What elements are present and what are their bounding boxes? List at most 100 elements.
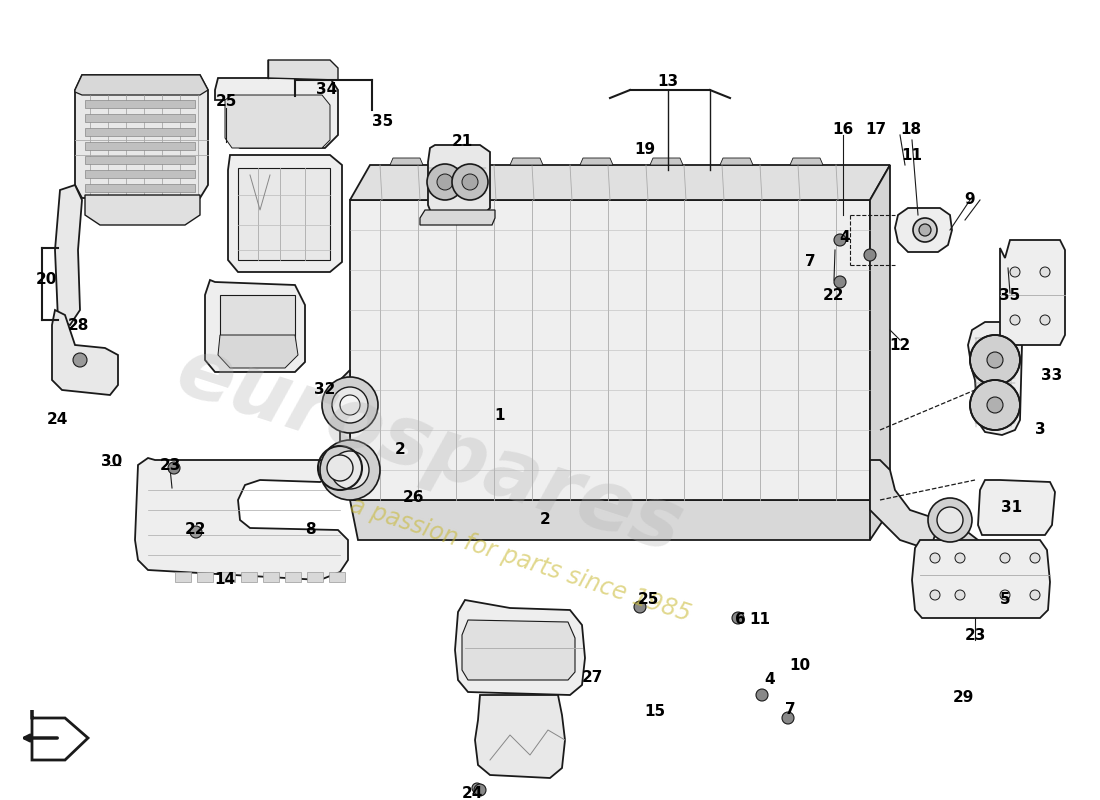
Polygon shape <box>241 572 257 582</box>
Polygon shape <box>218 335 298 368</box>
Polygon shape <box>226 95 330 148</box>
Text: 22: 22 <box>185 522 206 538</box>
Text: 34: 34 <box>317 82 338 98</box>
Circle shape <box>918 224 931 236</box>
Circle shape <box>634 601 646 613</box>
Text: 35: 35 <box>373 114 394 130</box>
Polygon shape <box>55 185 82 325</box>
Text: 9: 9 <box>965 193 976 207</box>
Text: 21: 21 <box>451 134 473 150</box>
Polygon shape <box>428 145 490 218</box>
Circle shape <box>1000 553 1010 563</box>
Polygon shape <box>75 75 208 95</box>
Circle shape <box>1040 315 1050 325</box>
Text: 3: 3 <box>1035 422 1045 438</box>
Circle shape <box>331 451 368 489</box>
Polygon shape <box>968 322 1022 435</box>
Polygon shape <box>329 572 345 582</box>
Text: a passion for parts since 1985: a passion for parts since 1985 <box>346 494 693 626</box>
Text: 23: 23 <box>965 627 986 642</box>
Circle shape <box>462 174 478 190</box>
Polygon shape <box>350 165 890 200</box>
Polygon shape <box>219 572 235 582</box>
Text: 28: 28 <box>67 318 89 333</box>
Polygon shape <box>85 156 195 164</box>
Polygon shape <box>85 114 195 122</box>
Text: 5: 5 <box>1000 593 1010 607</box>
Circle shape <box>913 218 937 242</box>
Polygon shape <box>268 60 338 80</box>
Polygon shape <box>307 572 323 582</box>
Circle shape <box>955 590 965 600</box>
Text: 6: 6 <box>735 613 746 627</box>
Circle shape <box>1010 315 1020 325</box>
Polygon shape <box>32 710 88 760</box>
Circle shape <box>427 164 463 200</box>
Text: 20: 20 <box>35 273 57 287</box>
Circle shape <box>190 526 202 538</box>
Circle shape <box>1010 267 1020 277</box>
Polygon shape <box>455 600 585 695</box>
Text: 29: 29 <box>953 690 974 705</box>
Text: 33: 33 <box>1042 367 1063 382</box>
Text: 15: 15 <box>645 705 665 719</box>
Polygon shape <box>790 158 823 165</box>
Polygon shape <box>870 460 940 550</box>
Circle shape <box>1000 590 1010 600</box>
Polygon shape <box>510 158 543 165</box>
Text: 18: 18 <box>901 122 922 138</box>
Polygon shape <box>650 158 683 165</box>
Circle shape <box>452 164 488 200</box>
Polygon shape <box>978 480 1055 535</box>
Polygon shape <box>197 572 213 582</box>
Polygon shape <box>205 280 305 372</box>
Text: 7: 7 <box>784 702 795 718</box>
Text: 22: 22 <box>823 287 845 302</box>
Circle shape <box>930 590 940 600</box>
Polygon shape <box>238 168 330 260</box>
Text: 31: 31 <box>1001 501 1023 515</box>
Text: 1: 1 <box>495 407 505 422</box>
Polygon shape <box>940 510 978 570</box>
Circle shape <box>987 397 1003 413</box>
Circle shape <box>474 784 486 796</box>
Text: 14: 14 <box>214 573 235 587</box>
Circle shape <box>332 387 368 423</box>
Text: 25: 25 <box>637 593 659 607</box>
Text: 32: 32 <box>315 382 336 398</box>
Circle shape <box>732 612 744 624</box>
Circle shape <box>987 352 1003 368</box>
Text: 24: 24 <box>46 413 68 427</box>
Text: 27: 27 <box>581 670 603 685</box>
Text: 16: 16 <box>833 122 854 138</box>
Text: 4: 4 <box>764 673 776 687</box>
Circle shape <box>864 249 876 261</box>
Circle shape <box>1030 590 1040 600</box>
Polygon shape <box>720 158 754 165</box>
Circle shape <box>322 377 378 433</box>
Text: 13: 13 <box>658 74 679 90</box>
Polygon shape <box>85 100 195 108</box>
Circle shape <box>168 462 180 474</box>
Text: eurospares: eurospares <box>167 330 693 570</box>
Text: 23: 23 <box>160 458 180 473</box>
Text: 8: 8 <box>305 522 316 538</box>
Text: 10: 10 <box>790 658 811 673</box>
Circle shape <box>73 353 87 367</box>
Text: 25: 25 <box>216 94 236 110</box>
Polygon shape <box>85 170 195 178</box>
Circle shape <box>782 712 794 724</box>
Polygon shape <box>340 370 350 470</box>
Circle shape <box>472 783 482 793</box>
Text: 11: 11 <box>902 147 923 162</box>
Circle shape <box>1030 553 1040 563</box>
Text: 4: 4 <box>839 230 850 245</box>
Polygon shape <box>320 455 345 480</box>
Polygon shape <box>420 210 495 225</box>
Text: 2: 2 <box>540 513 550 527</box>
Circle shape <box>756 689 768 701</box>
Circle shape <box>340 395 360 415</box>
Circle shape <box>437 174 453 190</box>
Polygon shape <box>350 200 870 500</box>
Text: 24: 24 <box>461 786 483 800</box>
